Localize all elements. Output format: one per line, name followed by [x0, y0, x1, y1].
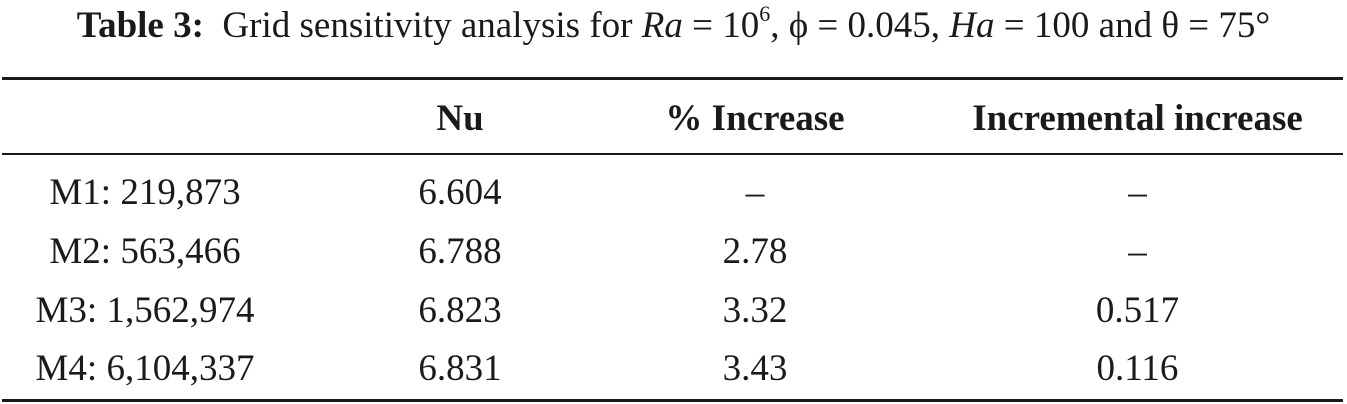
cell-incremental-m1: – [1128, 172, 1147, 213]
cell-incremental-m2: – [1128, 231, 1147, 272]
cell-percent-m2: 2.78 [722, 231, 788, 272]
header-incremental-increase: Incremental increase [972, 98, 1303, 139]
cell-nu-m4: 6.831 [418, 348, 502, 389]
table-bottom-rule [2, 399, 1343, 402]
caption-text: Grid sensitivity analysis for [222, 5, 642, 46]
caption-ha-symbol: Ha [949, 5, 995, 46]
cell-mesh-m4: M4: 6,104,337 [35, 348, 255, 389]
table-header-rule [2, 153, 1343, 155]
caption-ra-value: = 10 [682, 5, 760, 46]
cell-percent-m4: 3.43 [722, 348, 788, 389]
cell-nu-m1: 6.604 [418, 172, 502, 213]
header-percent-increase: % Increase [665, 98, 845, 139]
caption-ha-theta: = 100 and θ = 75° [994, 5, 1271, 46]
caption-phi: , ϕ = 0.045, [770, 5, 950, 46]
header-nu: Nu [436, 98, 484, 139]
table-top-rule [2, 77, 1343, 80]
caption-ra-exponent: 6 [759, 1, 771, 26]
cell-mesh-m3: M3: 1,562,974 [35, 290, 255, 331]
cell-nu-m3: 6.823 [418, 290, 502, 331]
cell-nu-m2: 6.788 [418, 231, 502, 272]
caption-ra-symbol: Ra [641, 5, 683, 46]
cell-incremental-m3: 0.517 [1095, 290, 1180, 331]
cell-percent-m3: 3.32 [722, 290, 788, 331]
cell-mesh-m2: M2: 563,466 [49, 231, 241, 272]
cell-mesh-m1: M1: 219,873 [49, 172, 241, 213]
cell-incremental-m4: 0.116 [1096, 348, 1179, 389]
caption-label: Table 3: [76, 5, 204, 46]
cell-percent-m1: – [745, 172, 765, 213]
table-caption: Table 3: Grid sensitivity analysis for R… [0, 0, 1347, 60]
